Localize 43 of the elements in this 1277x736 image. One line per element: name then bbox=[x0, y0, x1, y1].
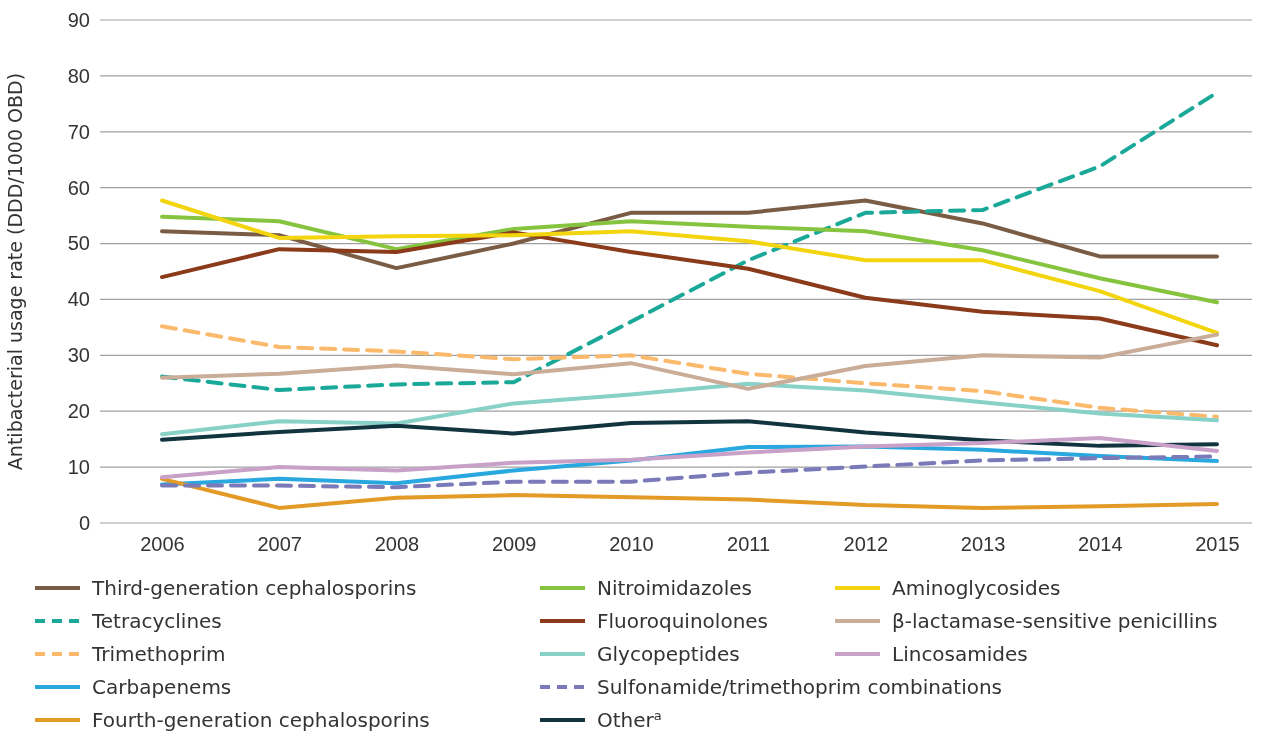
line-series bbox=[160, 381, 1219, 437]
line-series bbox=[160, 214, 1219, 305]
y-tick-label: 10 bbox=[67, 456, 90, 479]
x-tick-label: 2007 bbox=[257, 533, 302, 556]
y-tick-label: 90 bbox=[67, 8, 90, 31]
line-series bbox=[160, 230, 1219, 348]
y-tick-label: 70 bbox=[67, 120, 90, 143]
line-series bbox=[160, 324, 1219, 419]
legend-label: Other$^{a}$ bbox=[597, 707, 662, 732]
line-series bbox=[160, 436, 1219, 480]
x-tick-label: 2011 bbox=[727, 533, 771, 556]
legend-label: β-lactamase-sensitive penicillins bbox=[892, 609, 1218, 633]
x-tick-label: 2014 bbox=[1078, 533, 1123, 556]
x-tick-label: 2012 bbox=[843, 533, 889, 556]
legend-label: Third-generation cephalosporins bbox=[91, 576, 417, 600]
legend-label: Glycopeptides bbox=[597, 642, 740, 666]
legend-label: Lincosamides bbox=[892, 642, 1028, 666]
legend-label: Aminoglycosides bbox=[892, 576, 1061, 600]
line-series bbox=[160, 476, 1219, 510]
y-tick-label: 50 bbox=[67, 232, 90, 255]
y-tick-label: 40 bbox=[67, 288, 90, 311]
legend-label: Carbapenems bbox=[92, 675, 232, 699]
x-tick-label: 2006 bbox=[140, 533, 185, 556]
y-tick-label: 0 bbox=[78, 511, 90, 534]
x-tick-label: 2015 bbox=[1195, 533, 1240, 556]
x-tick-label: 2009 bbox=[491, 533, 537, 556]
legend-label: Trimethoprim bbox=[91, 642, 226, 666]
y-axis-title: Antibacterial usage rate (DDD/1000 OBD) bbox=[4, 72, 26, 471]
x-tick-label: 2008 bbox=[374, 533, 420, 556]
legend-label: Sulfonamide/trimethoprim combinations bbox=[597, 675, 1003, 699]
line-series bbox=[160, 332, 1219, 391]
y-tick-label: 60 bbox=[67, 176, 90, 199]
line-series bbox=[160, 419, 1219, 448]
x-tick-label: 2013 bbox=[960, 533, 1006, 556]
legend-label: Fourth-generation cephalosporins bbox=[92, 708, 430, 732]
legend-label: Fluoroquinolones bbox=[597, 609, 769, 633]
legend-label: Nitroimidazoles bbox=[597, 576, 752, 600]
line-series bbox=[160, 198, 1219, 335]
y-tick-label: 30 bbox=[67, 344, 90, 367]
legend-label: Tetracyclines bbox=[91, 609, 222, 633]
y-tick-label: 80 bbox=[67, 64, 90, 87]
x-tick-label: 2010 bbox=[609, 533, 654, 556]
y-tick-label: 20 bbox=[67, 400, 90, 423]
